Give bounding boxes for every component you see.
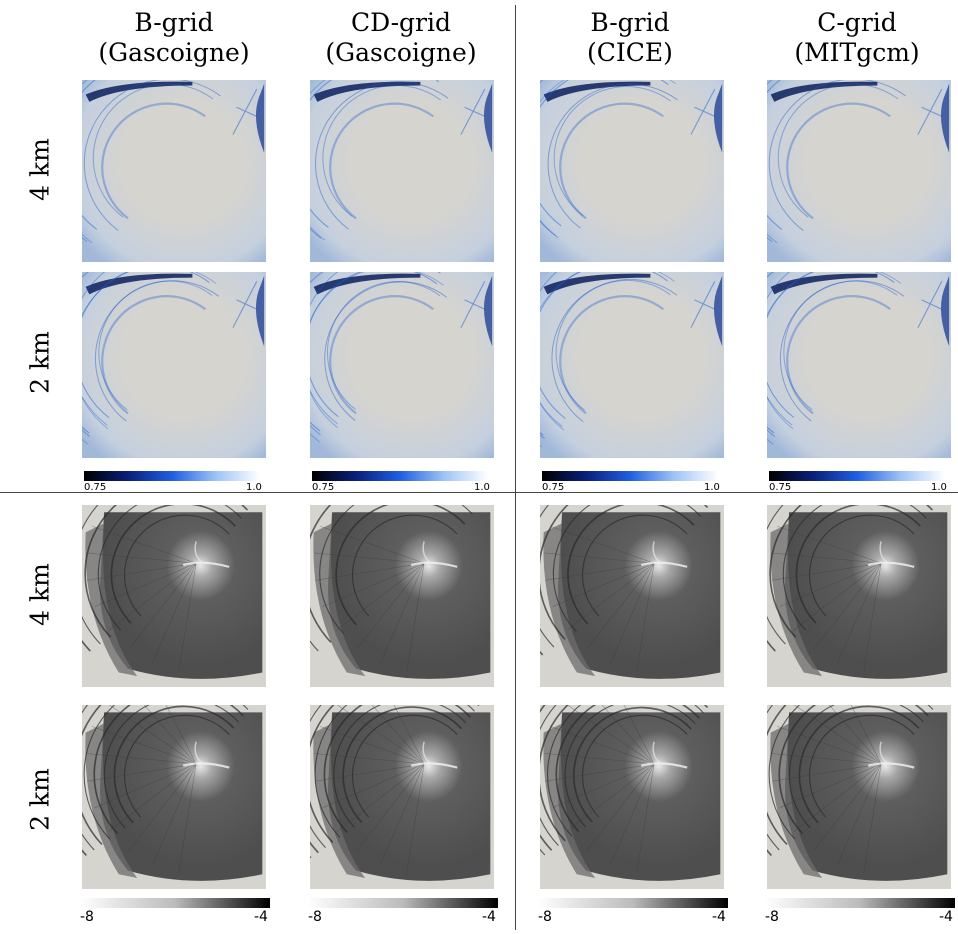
deformation-panel — [82, 705, 266, 889]
colorbar-min-label: 0.75 — [312, 482, 334, 493]
concentration-colorbar — [542, 471, 718, 481]
row-label-top-4km: 4 km — [26, 110, 55, 230]
concentration-colorbar — [84, 471, 260, 481]
colorbar-min-label: -8 — [538, 909, 552, 925]
vertical-divider — [515, 5, 516, 930]
deformation-panel — [82, 505, 266, 687]
colorbar-max-label: 1.0 — [704, 482, 720, 493]
colorbar-min-label: -8 — [765, 909, 779, 925]
colorbar-min-label: -8 — [308, 909, 322, 925]
deformation-panel — [767, 505, 951, 687]
sea-ice-concentration-panel — [540, 272, 724, 458]
column-title-line2: (Gascoigne) — [74, 38, 274, 68]
column-title-line1: B-grid — [530, 8, 730, 38]
colorbar-max-label: -4 — [254, 909, 268, 925]
column-title-cd-gascoigne: CD-grid (Gascoigne) — [301, 8, 501, 68]
column-title-b-cice: B-grid (CICE) — [530, 8, 730, 68]
colorbar-max-label: -4 — [939, 909, 953, 925]
colorbar-max-label: 1.0 — [931, 482, 947, 493]
deformation-panel — [310, 705, 494, 889]
sea-ice-concentration-panel — [540, 80, 724, 262]
colorbar-max-label: -4 — [712, 909, 726, 925]
concentration-colorbar — [312, 471, 488, 481]
colorbar-min-label: 0.75 — [542, 482, 564, 493]
sea-ice-concentration-panel — [82, 272, 266, 458]
deformation-panel — [540, 705, 724, 889]
column-title-line1: CD-grid — [301, 8, 501, 38]
sea-ice-concentration-panel — [767, 272, 951, 458]
column-title-c-mitgcm: C-grid (MITgcm) — [757, 8, 957, 68]
column-title-line2: (Gascoigne) — [301, 38, 501, 68]
column-title-line2: (CICE) — [530, 38, 730, 68]
column-title-b-gascoigne: B-grid (Gascoigne) — [74, 8, 274, 68]
colorbar-max-label: 1.0 — [474, 482, 490, 493]
sea-ice-concentration-panel — [310, 80, 494, 262]
column-title-line1: B-grid — [74, 8, 274, 38]
deformation-colorbar — [538, 898, 728, 908]
colorbar-min-label: 0.75 — [84, 482, 106, 493]
colorbar-max-label: -4 — [482, 909, 496, 925]
deformation-colorbar — [80, 898, 270, 908]
column-title-line1: C-grid — [757, 8, 957, 38]
colorbar-min-label: 0.75 — [769, 482, 791, 493]
deformation-panel — [767, 705, 951, 889]
column-title-line2: (MITgcm) — [757, 38, 957, 68]
row-label-bottom-4km: 4 km — [26, 535, 55, 655]
colorbar-max-label: 1.0 — [246, 482, 262, 493]
deformation-panel — [310, 505, 494, 687]
sea-ice-concentration-panel — [310, 272, 494, 458]
deformation-colorbar — [765, 898, 955, 908]
row-label-top-2km: 2 km — [26, 303, 55, 423]
sea-ice-concentration-panel — [767, 80, 951, 262]
sea-ice-concentration-panel — [82, 80, 266, 262]
concentration-colorbar — [769, 471, 945, 481]
deformation-colorbar — [308, 898, 498, 908]
deformation-panel — [540, 505, 724, 687]
row-label-bottom-2km: 2 km — [26, 740, 55, 860]
colorbar-min-label: -8 — [80, 909, 94, 925]
